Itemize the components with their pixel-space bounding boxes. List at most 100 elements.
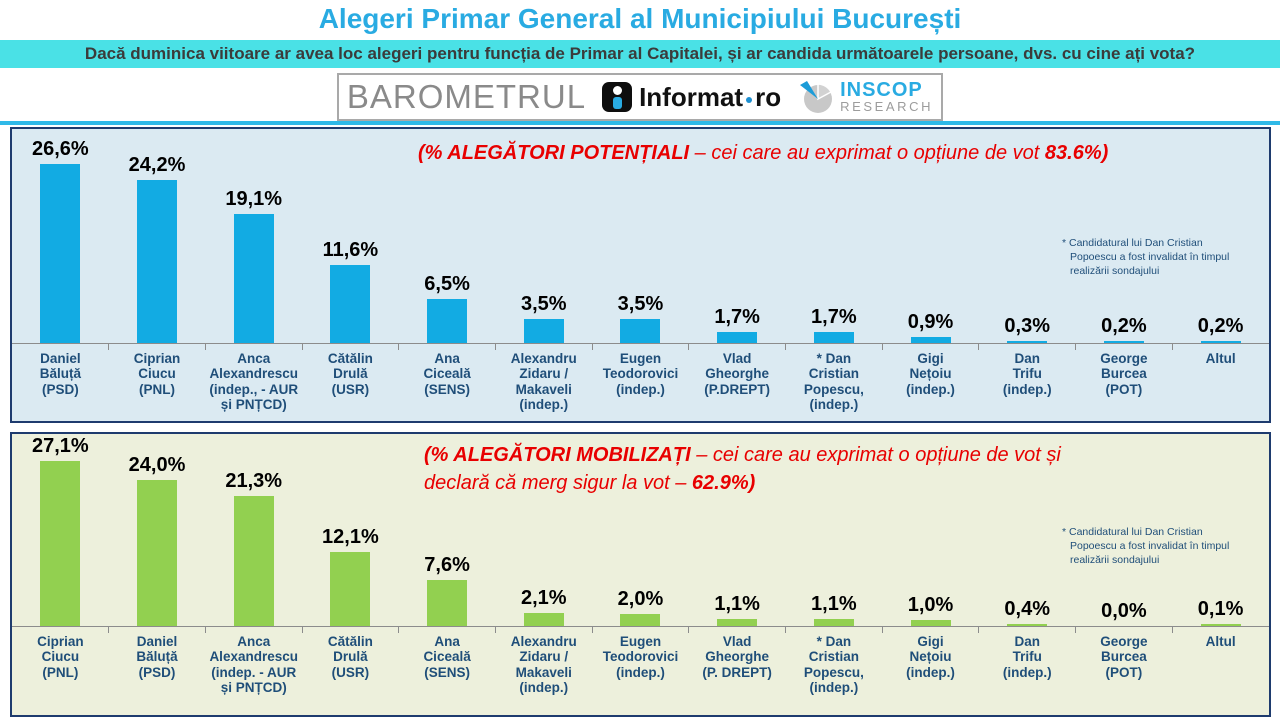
survey-question-text: Dacă duminica viitoare ar avea loc alege… — [84, 44, 1196, 63]
bar-value-label: 1,7% — [714, 306, 760, 328]
bar-column: 0,9% — [882, 311, 979, 343]
bar-column: 0,3% — [979, 315, 1076, 343]
bar — [330, 265, 371, 343]
bar-value-label: 0,4% — [1004, 598, 1051, 620]
category-label: Anca Alexandrescu (indep., - AUR și PNȚC… — [204, 344, 302, 421]
bar-column: 27,1% — [12, 435, 109, 626]
bar-column: 6,5% — [399, 273, 496, 343]
category-label: George Burcea (POT) — [1075, 627, 1173, 715]
bar-value-label: 2,0% — [617, 588, 664, 610]
bar-value-label: 0,2% — [1101, 315, 1147, 337]
bar-value-label: 0,3% — [1004, 315, 1051, 337]
annotation-mid: – cei care au exprimat o opțiune de vot — [689, 142, 1045, 164]
annotation-lead: (% ALEGĂTORI POTENȚIALI — [418, 142, 690, 164]
bar-value-label: 0,2% — [1197, 315, 1244, 337]
category-labels-row: Daniel Băluță (PSD) Ciprian Ciucu (PNL) An… — [12, 344, 1269, 421]
category-label: Altul — [1171, 344, 1269, 421]
bar — [910, 620, 951, 626]
x-axis-line — [12, 343, 1269, 344]
category-label: Gigi Nețoiu (indep.) — [881, 627, 979, 715]
bar-value-label: 0,1% — [1197, 598, 1244, 620]
bar — [620, 614, 661, 626]
bar-value-label: 0,0% — [1101, 600, 1147, 622]
survey-question-banner: Dacă duminica viitoare ar avea loc alege… — [0, 40, 1280, 68]
bar — [910, 337, 951, 343]
inscop-pie-icon — [800, 81, 833, 113]
chart-footnote: * Candidatural lui Dan Cristian Popoescu… — [1062, 526, 1230, 566]
bar — [717, 332, 758, 343]
bar-column: 11,6% — [302, 239, 399, 343]
informat-i-icon — [602, 82, 633, 112]
bar-column: 1,1% — [689, 593, 786, 626]
category-label: * Dan Cristian Popescu, (indep.) — [785, 344, 883, 421]
annotation-percentage: 83.6%) — [1044, 142, 1109, 164]
bar-column: 2,1% — [495, 587, 592, 626]
category-label: George Burcea (POT) — [1075, 344, 1173, 421]
chart-mobilized-voters: (% ALEGĂTORI MOBILIZAȚI – cei care au ex… — [10, 432, 1271, 717]
bar-value-label: 1,7% — [811, 306, 857, 328]
bar-value-label: 3,5% — [617, 293, 664, 315]
bar — [1200, 341, 1241, 343]
informat-icon-dot — [612, 85, 622, 95]
inscop-sub: RESEARCH — [840, 98, 934, 114]
bar-column: 24,0% — [109, 454, 206, 626]
bar-value-label: 1,0% — [907, 594, 954, 616]
bar-value-label: 24,0% — [128, 454, 186, 476]
chart-potential-voters: (% ALEGĂTORI POTENȚIALI – cei care au ex… — [10, 127, 1271, 423]
category-label: Daniel Băluță (PSD) — [108, 627, 206, 715]
bar-value-label: 24,2% — [128, 154, 186, 176]
bar — [620, 319, 661, 343]
category-label: Cătălin Drulă (USR) — [301, 627, 399, 715]
bar-column: 19,1% — [205, 188, 302, 343]
informat-separator-dot-icon — [746, 97, 753, 103]
category-label: Vlad Gheorghe (P.DREPT) — [688, 344, 786, 421]
annotation-mid: – cei care au exprimat o opțiune de vot … — [424, 444, 1061, 494]
bar-column: 26,6% — [12, 138, 109, 343]
bar — [523, 319, 564, 343]
category-label: Anca Alexandrescu (indep. - AUR și PNȚCD… — [204, 627, 302, 715]
category-label: Daniel Băluță (PSD) — [39, 351, 81, 397]
category-label: Ana Ciceală (SENS) — [398, 344, 496, 421]
bar-column: 21,3% — [205, 470, 302, 626]
bar — [330, 552, 371, 626]
informat-icon-bar — [612, 96, 622, 109]
bar-column: 1,7% — [786, 306, 883, 343]
category-label: Dan Trifu (indep.) — [978, 344, 1076, 421]
bar-value-label: 27,1% — [31, 435, 89, 457]
bar-value-label: 11,6% — [322, 239, 379, 261]
category-label: * Dan Cristian Popescu, (indep.) — [785, 627, 883, 715]
bar-column: 7,6% — [399, 554, 496, 626]
inscop-research-logo: INSCOP RESEARCH — [797, 78, 933, 116]
bar — [427, 580, 468, 626]
divider-rule — [0, 121, 1280, 125]
category-label: Vlad Gheorghe (P. DREPT) — [688, 627, 786, 715]
informat-name: Informat — [639, 81, 744, 112]
bar-value-label: 1,1% — [811, 593, 857, 615]
category-label: Dan Trifu (indep.) — [978, 627, 1076, 715]
bar-column: 12,1% — [302, 526, 399, 626]
logo-strip: BAROMETRUL Informat ro INSCOP RESEARCH — [337, 73, 943, 121]
bar — [40, 164, 81, 343]
bar — [1200, 624, 1241, 626]
x-axis-line — [12, 626, 1269, 627]
category-label: Altul — [1171, 627, 1269, 715]
bar — [233, 214, 274, 343]
category-label: Cătălin Drulă (USR) — [301, 344, 399, 421]
bar-value-label: 12,1% — [322, 526, 379, 548]
bar-value-label: 0,9% — [907, 311, 954, 333]
bar-column: 3,5% — [592, 293, 689, 343]
barometrul-logo: BAROMETRUL — [346, 78, 587, 115]
category-label: Alexandru Zidaru / Makaveli (indep.) — [494, 627, 592, 715]
informat-ro-logo: Informat ro — [602, 82, 781, 113]
bar-column: 0,2% — [1076, 315, 1173, 343]
bar — [427, 299, 468, 343]
annotation-percentage: 62.9%) — [691, 472, 756, 494]
category-label: Ciprian Ciucu (PNL) — [108, 344, 206, 421]
informat-tld: ro — [755, 81, 782, 112]
category-label: Alexandru Zidaru / Makaveli (indep.) — [494, 344, 592, 421]
bar-value-label: 3,5% — [520, 293, 567, 315]
bar-column: 0,0% — [1076, 600, 1173, 626]
bar — [1007, 341, 1048, 343]
bar-value-label: 2,1% — [520, 587, 567, 609]
bar — [813, 332, 854, 343]
